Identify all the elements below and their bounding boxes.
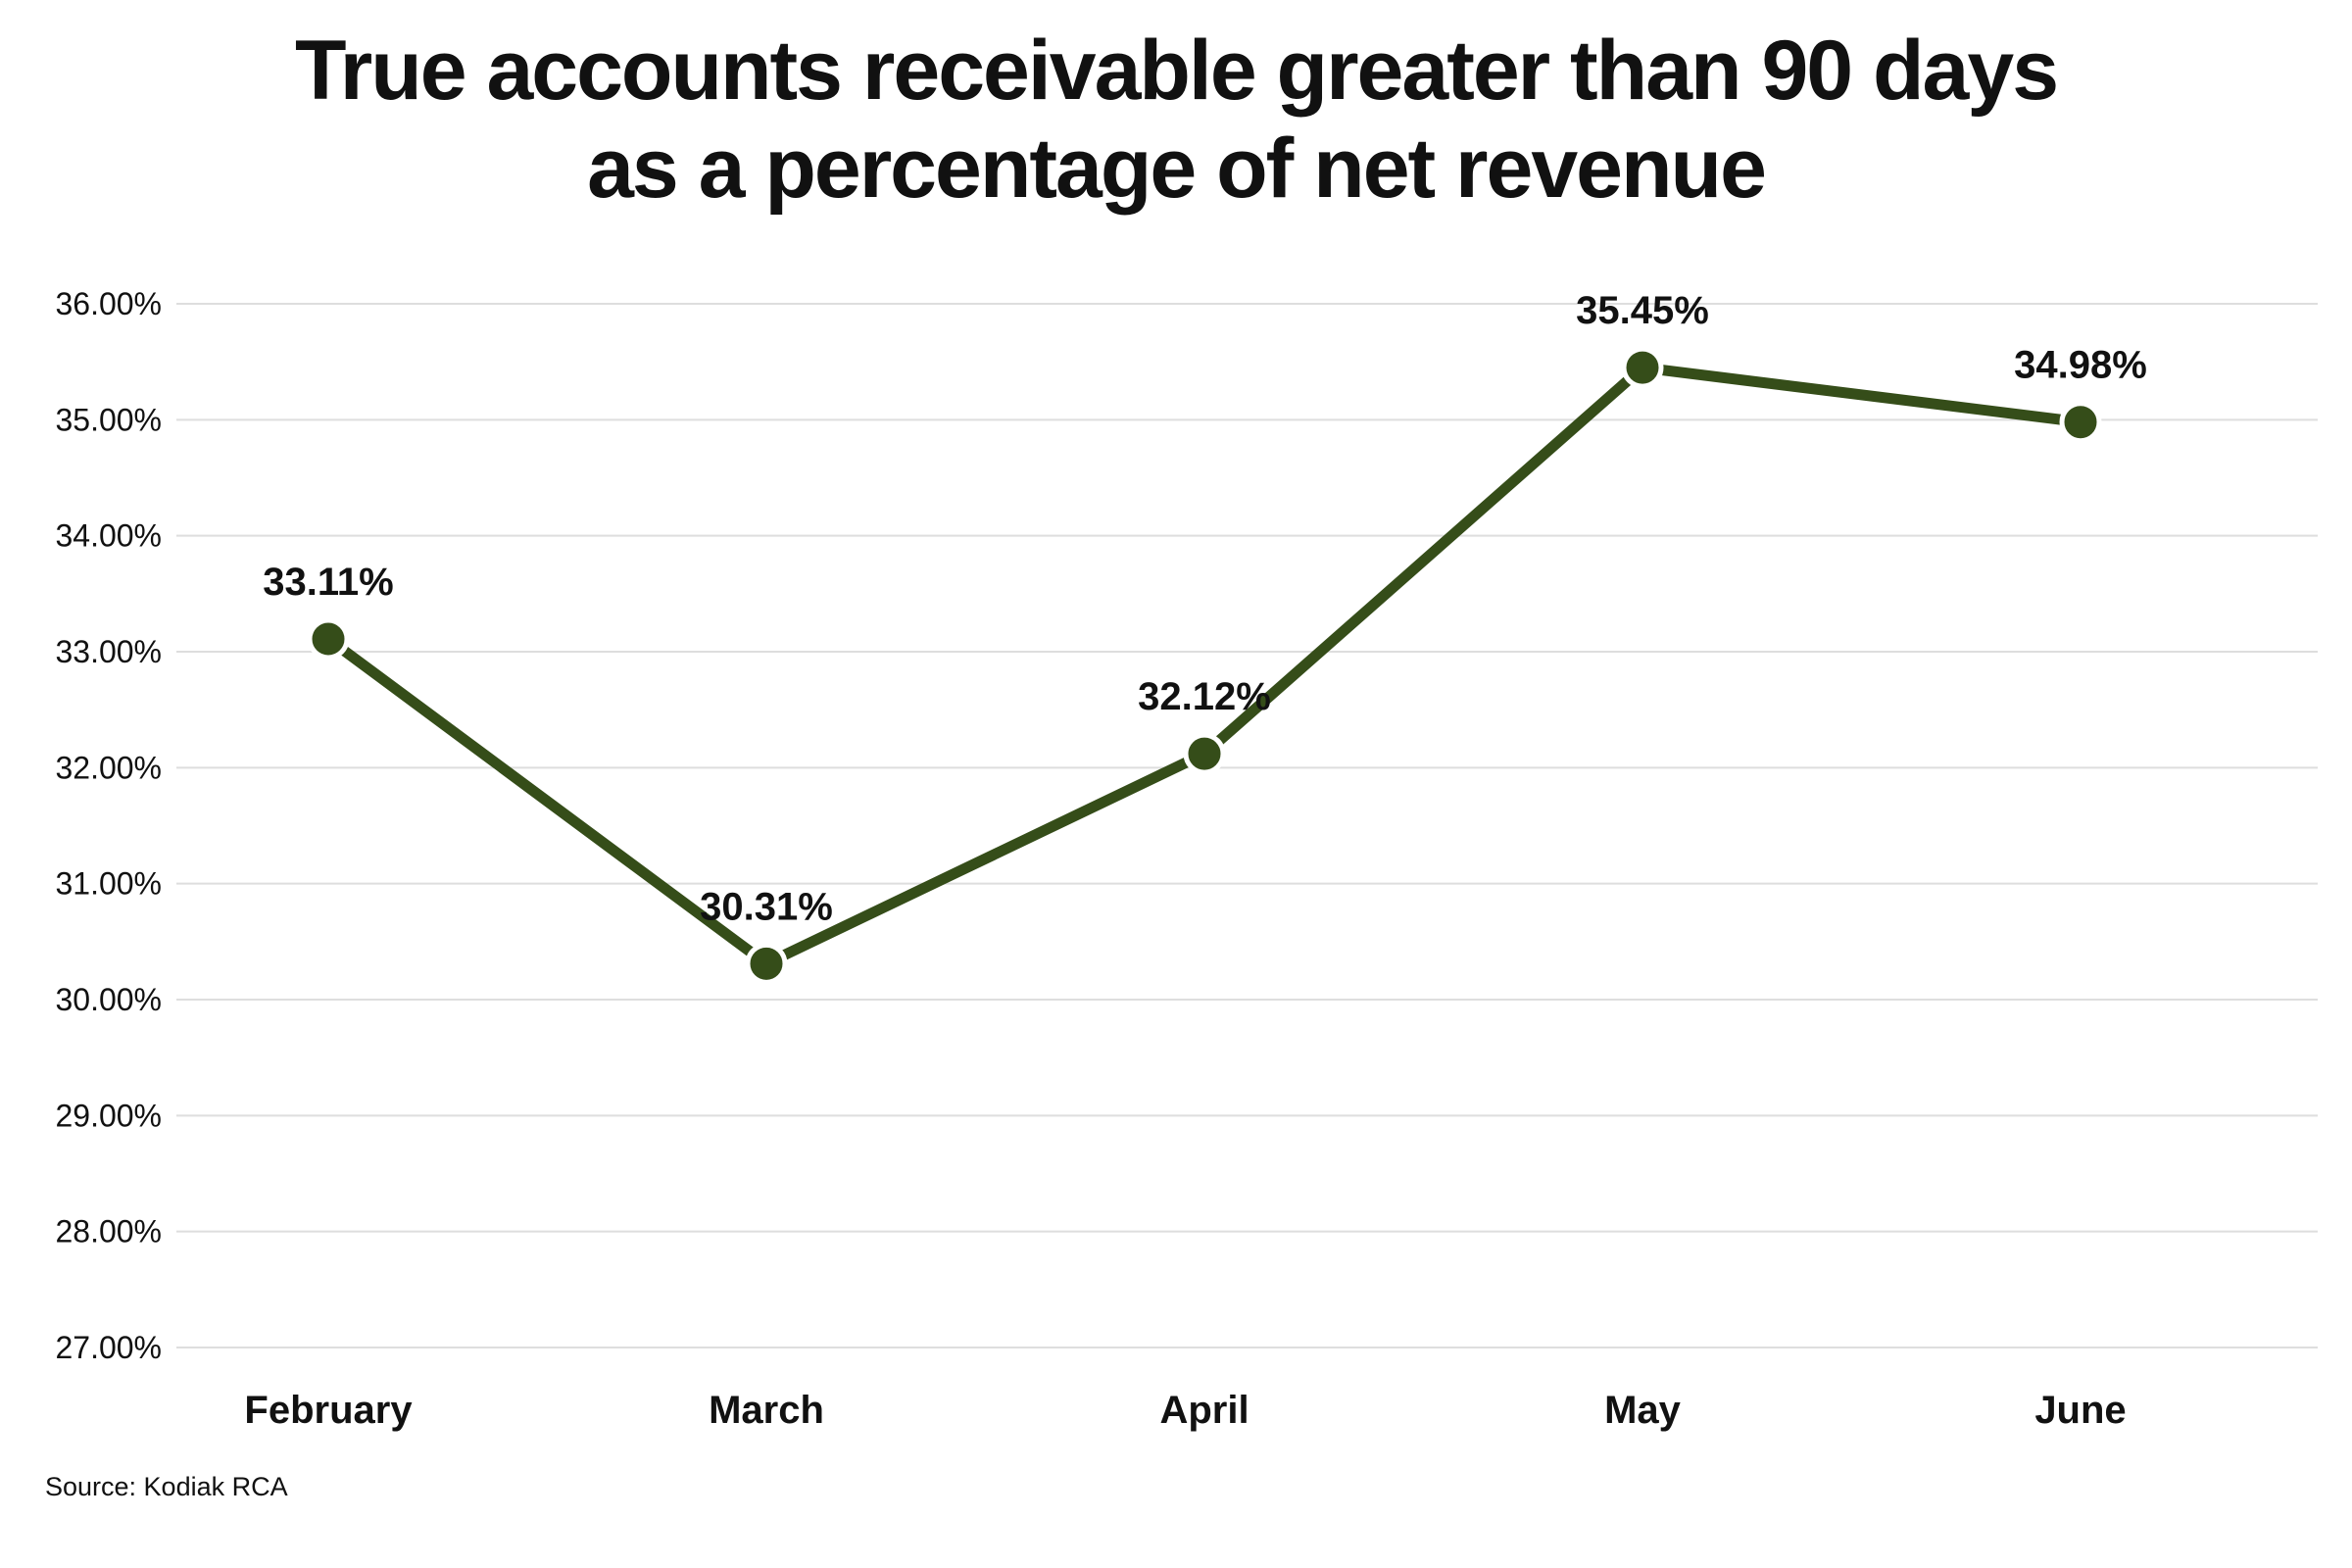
y-tick-label: 28.00% [55, 1214, 162, 1250]
data-points [307, 346, 2102, 985]
series-line-group [322, 362, 2086, 969]
y-tick-label: 31.00% [55, 866, 162, 902]
y-tick-label: 29.00% [55, 1098, 162, 1133]
chart-title-line-1: True accounts receivable greater than 90… [294, 24, 2059, 118]
data-point [307, 617, 350, 661]
data-label: 35.45% [1576, 289, 1709, 332]
data-point [1183, 732, 1226, 775]
y-tick-label: 33.00% [55, 634, 162, 669]
data-labels: 33.11% 30.31% 32.12% 35.45% 34.98% [263, 289, 2147, 928]
data-label: 30.31% [700, 885, 833, 928]
x-tick-label: June [2034, 1389, 2126, 1432]
data-label: 34.98% [2014, 344, 2147, 387]
y-tick-label: 32.00% [55, 750, 162, 785]
chart-title-line-2: as a percentage of net revenue [587, 122, 1767, 216]
x-tick-label: May [1604, 1389, 1682, 1432]
data-point [1621, 346, 1664, 389]
data-point [2059, 401, 2102, 444]
chart-title: True accounts receivable greater than 90… [0, 22, 2352, 218]
series-line [322, 362, 2086, 969]
x-tick-label: April [1159, 1389, 1249, 1432]
y-tick-label: 34.00% [55, 518, 162, 554]
x-tick-label: March [709, 1389, 824, 1432]
data-label: 33.11% [263, 561, 393, 604]
data-label: 32.12% [1138, 675, 1271, 718]
y-tick-label: 36.00% [55, 286, 162, 321]
x-axis-tick-labels: February March April May June [244, 1389, 2126, 1432]
gridlines [176, 303, 2318, 1348]
data-point [745, 942, 788, 985]
source-note: Source: Kodiak RCA [45, 1472, 288, 1501]
y-axis-tick-labels: 27.00% 28.00% 29.00% 30.00% 31.00% 32.00% 33.0… [55, 286, 162, 1365]
y-tick-label: 27.00% [55, 1330, 162, 1365]
y-tick-label: 30.00% [55, 982, 162, 1017]
y-tick-label: 35.00% [55, 402, 162, 437]
x-tick-label: February [244, 1389, 413, 1432]
